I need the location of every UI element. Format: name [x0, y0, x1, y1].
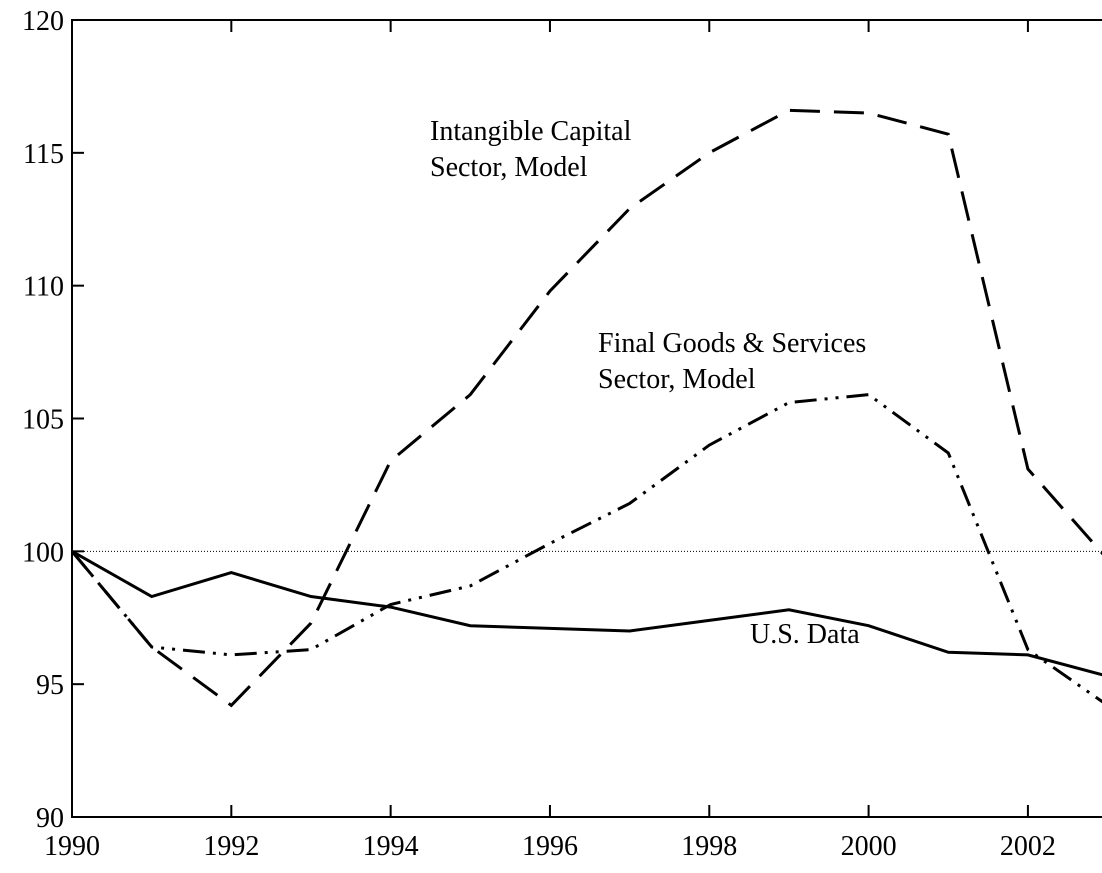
x-tick-label: 1990 — [44, 831, 100, 862]
series-line — [70, 108, 1102, 708]
x-tick-label: 1996 — [522, 831, 578, 862]
y-tick-label: 120 — [22, 6, 64, 37]
series-label: Sector, Model — [430, 152, 588, 183]
series-label: U.S. Data — [750, 619, 860, 650]
series-line — [71, 549, 1102, 677]
x-tick-label: 1994 — [363, 831, 419, 862]
series-label: Intangible Capital — [430, 116, 632, 147]
y-tick-label: 110 — [23, 272, 64, 303]
x-tick-label: 2000 — [841, 831, 897, 862]
x-tick-label: 1998 — [681, 831, 737, 862]
y-tick-label: 95 — [36, 670, 64, 701]
x-tick-label: 2002 — [1000, 831, 1056, 862]
x-tick-label: 1992 — [203, 831, 259, 862]
y-tick-label: 100 — [22, 537, 64, 568]
y-tick-label: 105 — [22, 405, 64, 436]
series-label: Sector, Model — [598, 364, 756, 395]
series-label: Final Goods & Services — [598, 328, 866, 359]
y-tick-label: 115 — [23, 139, 64, 170]
y-tick-label: 90 — [36, 803, 64, 834]
series-line — [70, 393, 1102, 704]
